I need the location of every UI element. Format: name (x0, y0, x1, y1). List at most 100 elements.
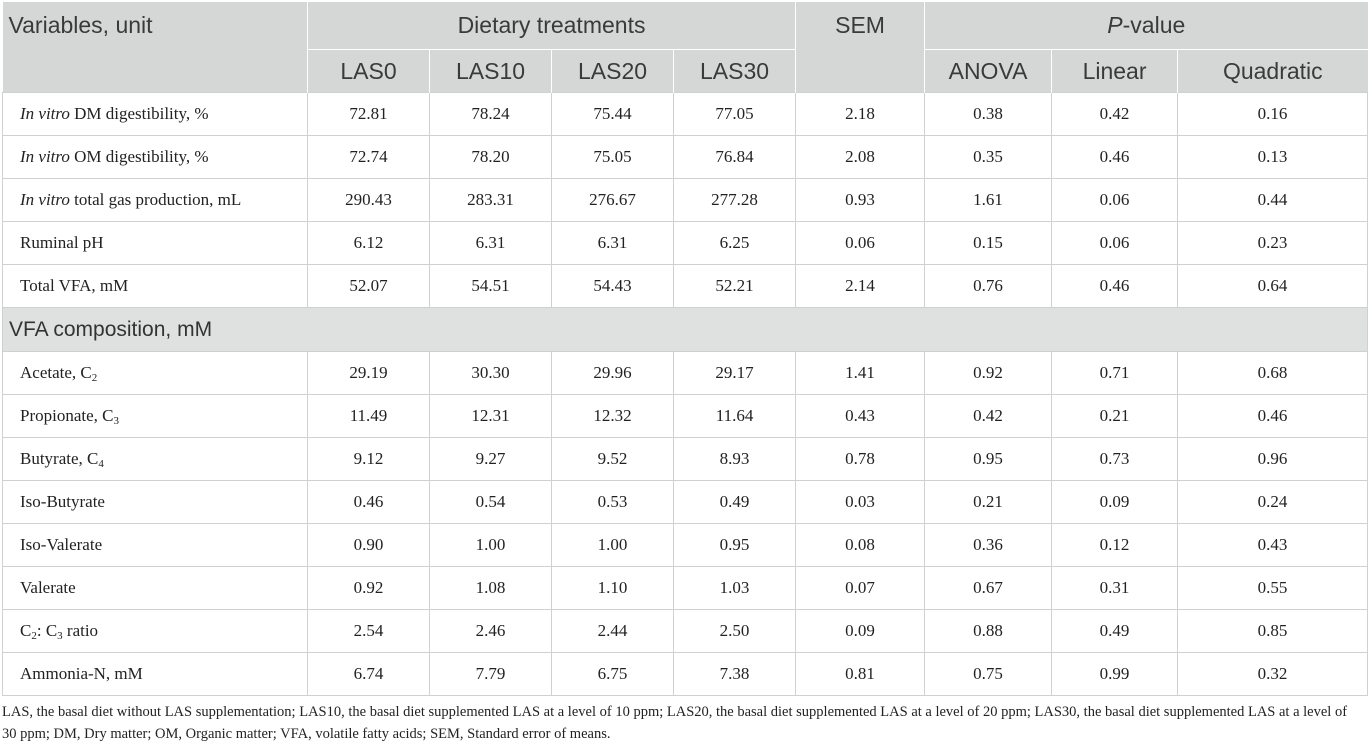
row-label: In vitro DM digestibility, % (2, 92, 308, 136)
row-label-italic: In vitro (20, 190, 70, 209)
table-cell: 0.85 (1177, 609, 1369, 653)
table-cell: 2.18 (795, 92, 926, 136)
table-cell: 12.32 (551, 394, 674, 438)
table-row: C2: C3 ratio 2.54 2.46 2.44 2.50 0.09 0.88 0.49… (2, 609, 1369, 653)
table-cell: 78.20 (429, 135, 552, 179)
header-anova: ANOVA (924, 49, 1052, 93)
table-cell: 29.17 (672, 351, 797, 395)
row-label: Butyrate, C4 (2, 437, 308, 481)
header-dietary-treatments: Dietary treatments (306, 2, 796, 50)
table-cell: 0.24 (1177, 480, 1369, 524)
table-cell: 0.23 (1177, 221, 1369, 265)
table-cell: 0.36 (924, 523, 1053, 567)
table-cell: 0.73 (1051, 437, 1179, 481)
header-las0: LAS0 (307, 49, 430, 93)
row-label: Ruminal pH (2, 221, 308, 265)
table-cell: 0.09 (1051, 480, 1179, 524)
table-cell: 0.46 (1177, 394, 1369, 438)
table-row: Ruminal pH 6.12 6.31 6.31 6.25 0.06 0.15 0.06 0.… (2, 221, 1369, 265)
header-variables: Variables, unit (2, 2, 308, 93)
table-row: Valerate 0.92 1.08 1.10 1.03 0.07 0.67 0.31 0.55 (2, 566, 1369, 610)
table-cell: 0.75 (924, 652, 1053, 696)
table-cell: 76.84 (672, 135, 797, 179)
table-cell: 283.31 (429, 178, 552, 222)
table-cell: 30.30 (429, 351, 552, 395)
table-cell: 2.46 (429, 609, 552, 653)
table-cell: 52.07 (307, 264, 430, 308)
ratio-sub-b: 3 (57, 629, 63, 642)
row-label-subscript: 3 (113, 414, 120, 427)
table-cell: 0.54 (429, 480, 552, 524)
table-cell: 54.51 (429, 264, 552, 308)
table-cell: 0.92 (307, 566, 430, 610)
row-label: Ammonia-N, mM (2, 652, 308, 696)
table-cell: 6.74 (307, 652, 430, 696)
table-body: In vitro DM digestibility, % 72.81 78.24 75… (1, 92, 1369, 696)
table-cell: 0.88 (924, 609, 1053, 653)
table-cell: 0.95 (672, 523, 797, 567)
table-cell: 0.12 (1051, 523, 1179, 567)
row-label-text: total gas production, mL (69, 190, 242, 209)
row-label-text: DM digestibility, % (69, 104, 209, 123)
table-cell: 0.15 (924, 221, 1053, 265)
table-cell: 0.06 (1051, 221, 1179, 265)
section-label: VFA composition, mM (1, 307, 1369, 352)
table-cell: 0.21 (924, 480, 1053, 524)
table-cell: 1.00 (551, 523, 674, 567)
ratio-sub-a: 2 (31, 629, 37, 642)
table-cell: 0.55 (1177, 566, 1369, 610)
table-cell: 72.81 (307, 92, 430, 136)
table-row: Ammonia-N, mM 6.74 7.79 6.75 7.38 0.81 0.75 0.9… (2, 652, 1369, 696)
table-cell: 0.53 (551, 480, 674, 524)
header-sem: SEM (795, 2, 925, 93)
row-label: Propionate, C3 (2, 394, 308, 438)
table-cell: 8.93 (672, 437, 797, 481)
header-p-value: P-value (924, 2, 1368, 50)
table-cell: 0.46 (1051, 264, 1179, 308)
table-cell: 72.74 (307, 135, 430, 179)
table-cell: 2.08 (795, 135, 926, 179)
header-las20: LAS20 (551, 49, 674, 93)
table-cell: 1.08 (429, 566, 552, 610)
table-cell: 0.06 (1051, 178, 1179, 222)
table-row: In vitro DM digestibility, % 72.81 78.24 75… (2, 92, 1369, 136)
table-cell: 6.25 (672, 221, 797, 265)
table-cell: 0.08 (795, 523, 926, 567)
table-cell: 0.46 (1051, 135, 1179, 179)
sub-header-row: LAS0 LAS10 LAS20 LAS30 ANOVA Linear Quadratic (3, 49, 1368, 93)
row-label-text: Iso-Valerate (20, 535, 103, 554)
table-cell: 9.27 (429, 437, 552, 481)
table-cell: 1.41 (795, 351, 926, 395)
row-label-italic: In vitro (20, 104, 70, 123)
table-cell: 1.61 (924, 178, 1053, 222)
ratio-label-mid: : C (36, 620, 58, 640)
table-cell: 290.43 (307, 178, 430, 222)
row-label-italic: In vitro (20, 147, 70, 166)
table-cell: 6.31 (551, 221, 674, 265)
table-cell: 1.03 (672, 566, 797, 610)
row-label-text: Total VFA, mM (20, 276, 129, 295)
table-cell: 0.78 (795, 437, 926, 481)
table-cell: 0.49 (672, 480, 797, 524)
table-cell: 276.67 (551, 178, 674, 222)
table-cell: 1.10 (551, 566, 674, 610)
header-quadratic: Quadratic (1177, 49, 1368, 93)
table-cell: 0.43 (795, 394, 926, 438)
row-label-text: Iso-Butyrate (20, 492, 105, 511)
table-row: Total VFA, mM 52.07 54.51 54.43 52.21 2.14 0.7… (2, 264, 1369, 308)
table-row: Acetate, C2 29.19 30.30 29.96 29.17 1.41 0.92 0… (2, 351, 1369, 395)
table-cell: 9.12 (307, 437, 430, 481)
table-cell: 7.79 (429, 652, 552, 696)
table-cell: 0.16 (1177, 92, 1369, 136)
results-table-container: Variables, unit Dietary treatments SEM P… (1, 2, 1369, 696)
table-cell: 0.21 (1051, 394, 1179, 438)
table-cell: 0.99 (1051, 652, 1179, 696)
row-label-subscript: 4 (98, 457, 104, 470)
row-label-text: Ammonia-N, mM (20, 664, 143, 683)
table-row: Propionate, C3 11.49 12.31 12.32 11.64 0.43 0.… (2, 394, 1369, 438)
header-las30: LAS30 (672, 49, 796, 93)
ratio-label-rest: ratio (62, 620, 99, 640)
table-cell: 0.42 (1051, 92, 1179, 136)
row-label: Total VFA, mM (2, 264, 308, 308)
table-cell: 2.44 (551, 609, 674, 653)
